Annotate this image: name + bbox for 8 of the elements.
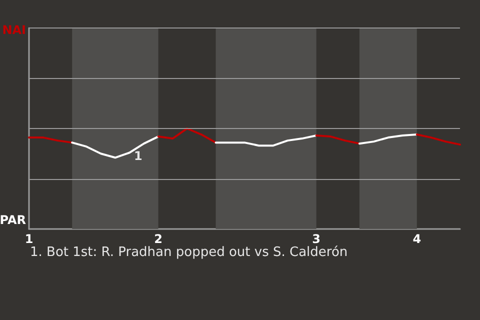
x-tick-label: 3 <box>312 232 321 246</box>
annotation: 1 <box>134 149 142 163</box>
x-tick-label: 4 <box>412 232 422 246</box>
x-tick-label: 2 <box>154 232 162 246</box>
text: 1. Bot 1st: R. Pradhan popped out vs S. Calderón <box>30 245 348 260</box>
text: NAI <box>2 23 26 37</box>
x-tick-label: 1 <box>24 232 34 246</box>
text: PAR <box>0 213 26 227</box>
